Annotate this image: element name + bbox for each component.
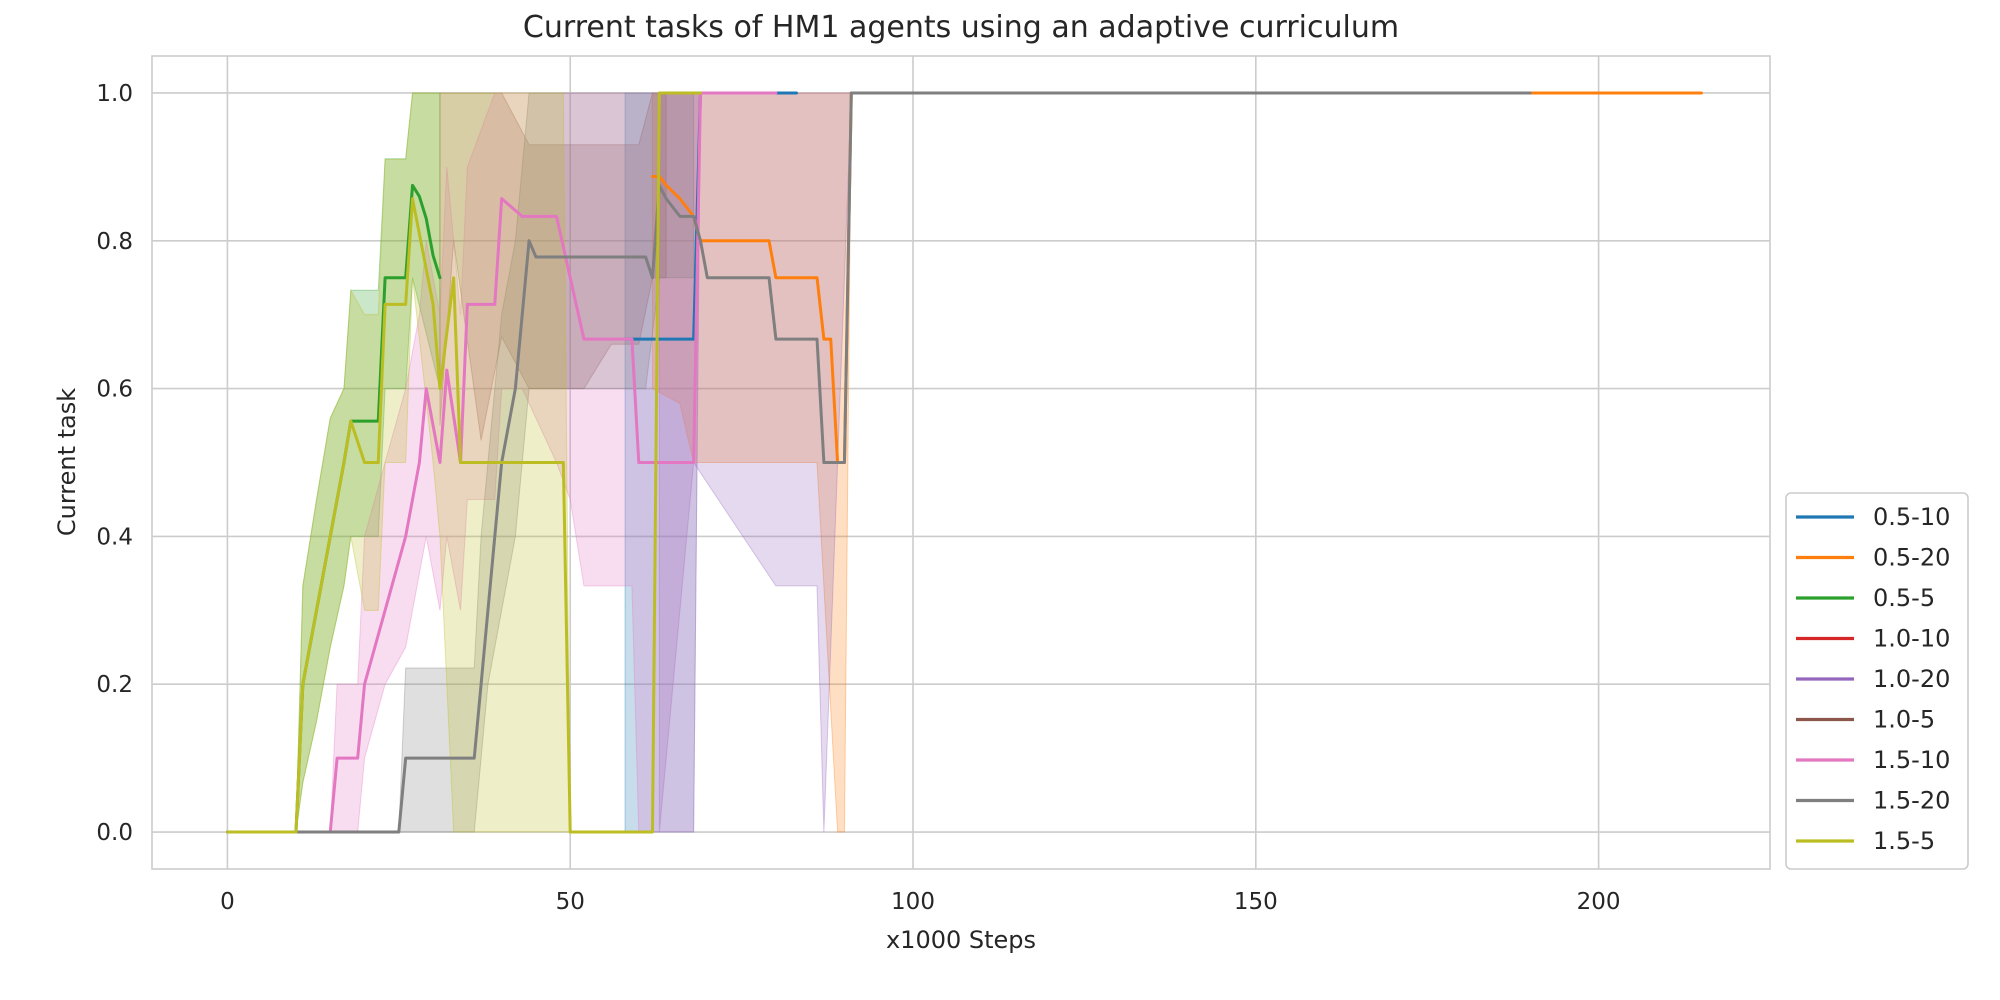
y-tick-label: 0.8 — [96, 229, 133, 255]
y-tick-label: 0.0 — [96, 820, 133, 846]
legend-label-0.5-20: 0.5-20 — [1873, 544, 1950, 572]
x-tick-label: 0 — [220, 889, 235, 915]
grid — [152, 56, 1770, 869]
legend-label-1.0-10: 1.0-10 — [1873, 625, 1950, 653]
line-1.5-5 — [225, 91, 702, 834]
y-tick-label: 0.2 — [96, 672, 133, 698]
x-tick-labels: 0 50 100 150 200 — [220, 889, 1620, 915]
series-lines — [225, 91, 1703, 834]
y-tick-labels: 0.0 0.2 0.4 0.6 0.8 1.0 — [96, 81, 133, 846]
x-tick-label: 100 — [891, 889, 935, 915]
band-1.5-20 — [398, 92, 695, 833]
x-tick-label: 50 — [556, 889, 585, 915]
legend: 0.5-10 0.5-20 0.5-5 1.0-10 1.0-20 1.0-5 1.5-10… — [1785, 492, 1969, 870]
line-1.5-10 — [225, 91, 778, 834]
line-1.5-20 — [225, 91, 1532, 834]
legend-label-1.0-20: 1.0-20 — [1873, 665, 1950, 693]
chart-title: Current tasks of HM1 agents using an ada… — [523, 10, 1399, 45]
y-tick-label: 0.4 — [96, 524, 133, 550]
legend-label-0.5-5: 0.5-5 — [1873, 584, 1935, 612]
x-tick-label: 200 — [1577, 889, 1621, 915]
band-1.5-10 — [329, 92, 776, 833]
legend-box — [1785, 492, 1969, 870]
legend-label-1.0-5: 1.0-5 — [1873, 706, 1935, 734]
y-axis-label: Current task — [53, 388, 81, 536]
y-tick-label: 1.0 — [96, 81, 133, 107]
x-axis-label: x1000 Steps — [886, 926, 1036, 954]
band-1.0-5 — [439, 92, 667, 441]
y-tick-label: 0.6 — [96, 377, 133, 403]
x-tick-label: 150 — [1234, 889, 1278, 915]
legend-label-1.5-10: 1.5-10 — [1873, 746, 1950, 774]
plot-frame — [151, 55, 1771, 870]
legend-label-1.5-5: 1.5-5 — [1873, 827, 1935, 855]
legend-label-1.5-20: 1.5-20 — [1873, 787, 1950, 815]
legend-label-0.5-10: 0.5-10 — [1873, 503, 1950, 531]
